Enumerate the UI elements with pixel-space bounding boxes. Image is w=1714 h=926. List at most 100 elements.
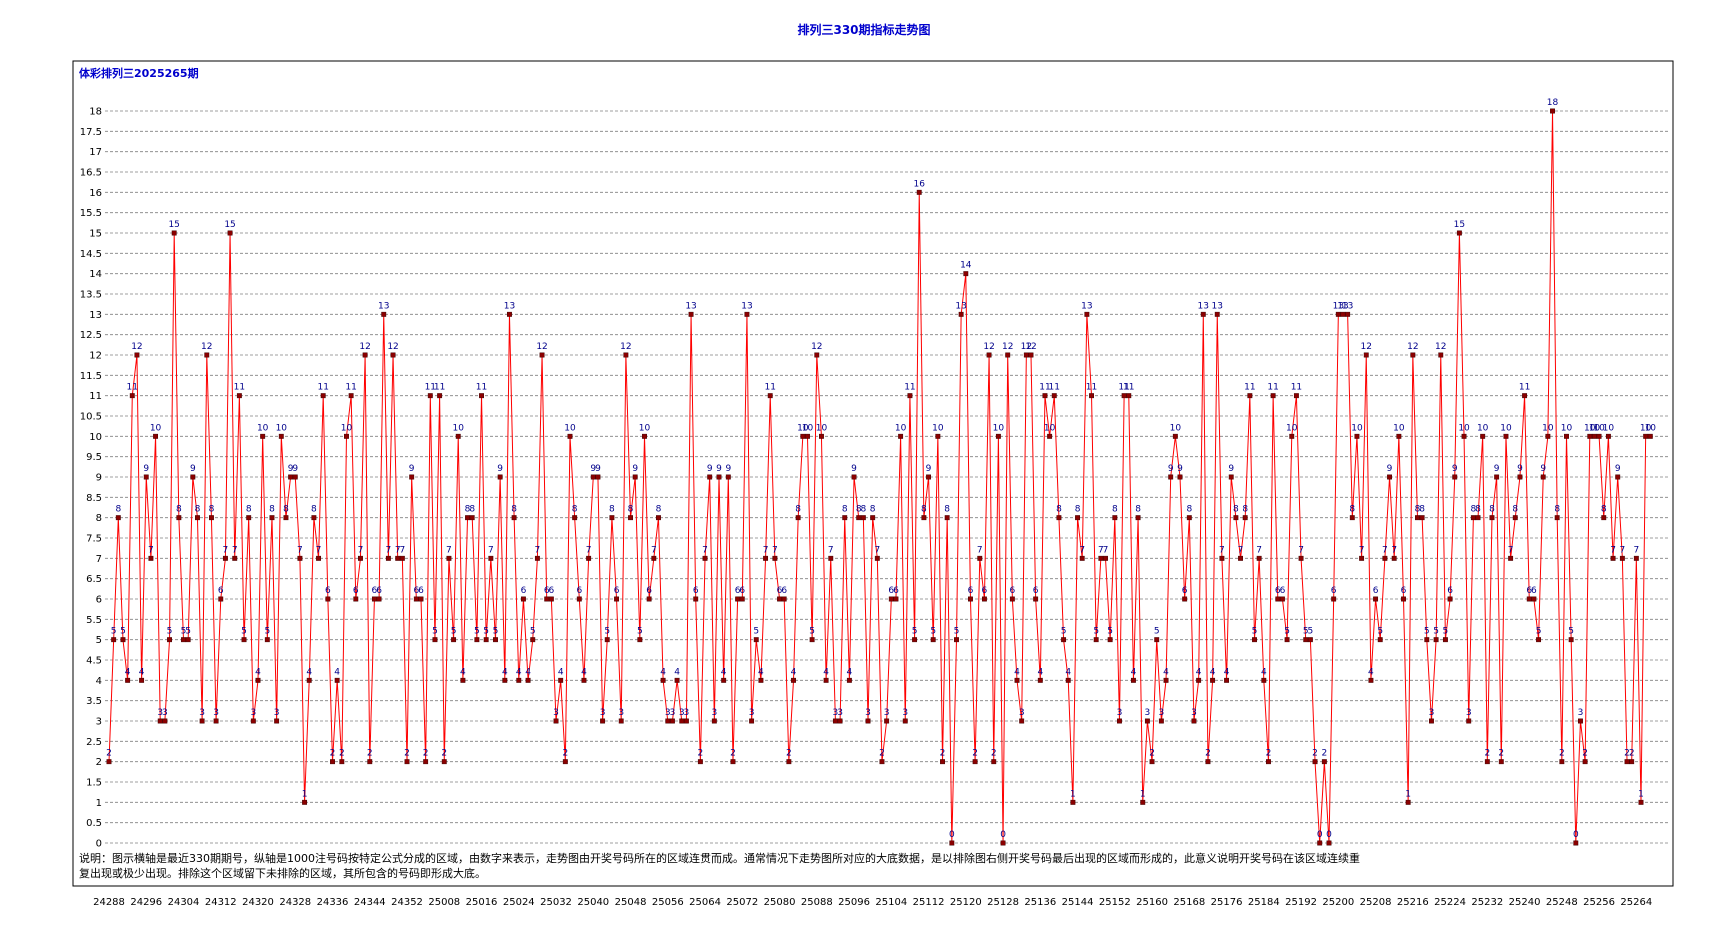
- data-label: 7: [1298, 545, 1304, 555]
- data-point: [1619, 555, 1625, 561]
- data-label: 11: [1086, 383, 1097, 393]
- y-tick-label: 17: [89, 147, 102, 158]
- data-point: [1321, 759, 1327, 765]
- data-point: [125, 677, 131, 683]
- x-tick-label: 25144: [1062, 897, 1094, 908]
- data-point: [716, 474, 722, 480]
- data-point: [106, 759, 112, 765]
- data-label: 6: [325, 586, 331, 596]
- data-label: 8: [1186, 505, 1192, 515]
- chart-subtitle: 体彩排列三2025265期: [79, 66, 199, 80]
- y-tick-label: 10.5: [80, 412, 102, 423]
- data-point: [297, 555, 303, 561]
- data-point: [735, 596, 741, 602]
- data-point: [856, 515, 862, 521]
- data-point: [1345, 311, 1351, 317]
- data-point: [167, 637, 172, 643]
- data-point: [139, 677, 145, 683]
- data-point: [1498, 759, 1504, 765]
- data-point: [222, 555, 228, 561]
- data-point: [208, 515, 214, 521]
- data-point: [511, 515, 517, 521]
- y-tick-label: 13.5: [80, 290, 102, 301]
- data-point: [148, 555, 154, 561]
- data-label: 8: [1349, 505, 1355, 515]
- data-point: [1419, 515, 1425, 521]
- data-label: 9: [190, 464, 196, 474]
- data-point: [916, 189, 922, 195]
- data-label: 6: [521, 586, 527, 596]
- data-point: [702, 555, 708, 561]
- data-point: [153, 433, 159, 439]
- data-label: 12: [387, 342, 398, 352]
- data-point: [842, 515, 848, 521]
- data-point: [1303, 637, 1309, 643]
- data-label: 2: [106, 749, 112, 759]
- note-line-1: 说明：图示横轴是最近330期期号，纵轴是1000注号码按特定公式分成的区域，由数…: [79, 851, 1360, 865]
- y-tick-label: 12.5: [80, 330, 102, 341]
- data-label: 4: [502, 667, 508, 677]
- data-label: 8: [283, 505, 289, 515]
- data-label: 5: [1308, 627, 1314, 637]
- data-label: 10: [1640, 423, 1652, 433]
- data-point: [306, 677, 312, 683]
- data-point: [586, 555, 592, 561]
- data-point: [1061, 637, 1067, 643]
- data-label: 3: [157, 708, 163, 718]
- y-tick-label: 13: [89, 310, 102, 321]
- data-label: 6: [218, 586, 224, 596]
- x-tick-label: 25008: [428, 897, 460, 908]
- data-point: [576, 596, 582, 602]
- data-point: [1331, 596, 1337, 602]
- x-tick-label: 24296: [130, 897, 162, 908]
- y-tick-label: 2.5: [86, 737, 102, 748]
- x-tick-label: 25048: [615, 897, 647, 908]
- data-label: 7: [1256, 545, 1262, 555]
- data-point: [1177, 474, 1183, 480]
- data-point: [1503, 433, 1509, 439]
- data-point: [544, 596, 550, 602]
- data-point: [874, 555, 880, 561]
- data-label: 4: [1037, 667, 1043, 677]
- data-label: 5: [1093, 627, 1099, 637]
- data-label: 1: [302, 789, 308, 799]
- y-tick-label: 3.5: [86, 696, 102, 707]
- data-label: 5: [451, 627, 457, 637]
- data-point: [516, 677, 522, 683]
- data-label: 7: [1391, 545, 1397, 555]
- data-label: 12: [1361, 342, 1372, 352]
- data-label: 9: [1540, 464, 1546, 474]
- data-label: 8: [628, 505, 634, 515]
- data-label: 4: [791, 667, 797, 677]
- data-label: 10: [276, 423, 288, 433]
- data-label: 7: [395, 545, 401, 555]
- data-label: 5: [1424, 627, 1430, 637]
- data-label: 5: [530, 627, 536, 637]
- data-point: [1172, 433, 1178, 439]
- data-label: 8: [1475, 505, 1481, 515]
- data-point: [1126, 393, 1132, 399]
- data-point: [637, 637, 643, 643]
- data-label: 6: [735, 586, 741, 596]
- data-label: 2: [1312, 749, 1318, 759]
- data-point: [683, 718, 689, 724]
- data-point: [395, 555, 401, 561]
- data-label: 3: [274, 708, 280, 718]
- data-label: 13: [504, 301, 515, 311]
- data-label: 3: [1145, 708, 1151, 718]
- y-tick-label: 1: [96, 798, 102, 809]
- data-label: 8: [842, 505, 848, 515]
- data-point: [1484, 759, 1490, 765]
- data-point: [1037, 677, 1043, 683]
- data-point: [1512, 515, 1518, 521]
- data-point: [358, 555, 363, 561]
- data-point: [1144, 718, 1150, 724]
- data-point: [1401, 596, 1406, 602]
- data-point: [632, 474, 638, 480]
- series-line-path: [108, 110, 1651, 844]
- data-point: [879, 759, 885, 765]
- data-label: 9: [143, 464, 149, 474]
- data-label: 10: [895, 423, 907, 433]
- data-point: [427, 393, 433, 399]
- data-point: [693, 596, 699, 602]
